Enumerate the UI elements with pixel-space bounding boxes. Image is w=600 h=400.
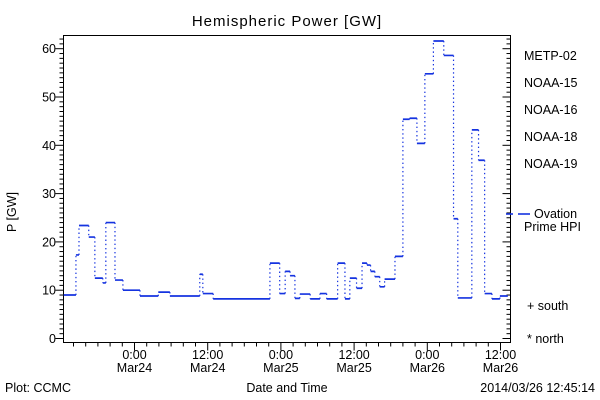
- legend-item-noaa16: NOAA-16: [524, 103, 578, 117]
- x-tick-time: 12:00: [485, 348, 516, 362]
- model-legend: Ovation Prime HPI: [506, 207, 581, 234]
- legend-model-line2: Prime HPI: [524, 220, 581, 234]
- y-axis-labels: 0 10 20 30 40 50 60: [42, 42, 56, 346]
- legend-model-line1: Ovation: [534, 207, 577, 221]
- x-tick-date: Mar25: [336, 361, 371, 375]
- y-tick-label: 60: [42, 42, 56, 56]
- x-axis-title: Date and Time: [246, 381, 327, 395]
- chart-title: Hemispheric Power [GW]: [192, 13, 382, 30]
- x-tick-date: Mar26: [410, 361, 445, 375]
- legend-item-noaa18: NOAA-18: [524, 130, 578, 144]
- y-tick-label: 20: [42, 235, 56, 249]
- x-tick-date: Mar26: [483, 361, 518, 375]
- footer: Plot: CCMC Date and Time 2014/03/26 12:4…: [5, 381, 595, 395]
- legend-south-marker: + south: [527, 299, 568, 313]
- hpi-step-line: [63, 40, 508, 300]
- x-tick-time: 12:00: [338, 348, 369, 362]
- hemisphere-legend: + south * north: [527, 299, 568, 346]
- y-axis-ticks: [55, 38, 511, 339]
- y-tick-label: 30: [42, 187, 56, 201]
- plot-source-label: Plot: CCMC: [5, 381, 71, 395]
- legend-item-noaa19: NOAA-19: [524, 157, 578, 171]
- x-tick-date: Mar25: [263, 361, 298, 375]
- x-axis-ticks: [73, 342, 501, 351]
- x-axis-labels: 0:00 Mar24 12:00 Mar24 0:00 Mar25 12:00 …: [117, 348, 518, 375]
- x-tick-date: Mar24: [190, 361, 225, 375]
- y-axis-title: P [GW]: [5, 192, 19, 232]
- step-line-horizontals: [63, 40, 508, 300]
- satellite-legend: METP-02 NOAA-15 NOAA-16 NOAA-18 NOAA-19: [524, 49, 578, 171]
- y-tick-label: 10: [42, 284, 56, 298]
- legend-north-marker: * north: [527, 332, 564, 346]
- legend-item-metp02: METP-02: [524, 49, 577, 63]
- legend-item-noaa15: NOAA-15: [524, 76, 578, 90]
- y-tick-label: 0: [49, 332, 56, 346]
- x-tick-time: 12:00: [192, 348, 223, 362]
- x-tick-time: 0:00: [269, 348, 293, 362]
- generation-timestamp: 2014/03/26 12:45:14: [480, 381, 595, 395]
- x-tick-time: 0:00: [415, 348, 439, 362]
- y-tick-label: 50: [42, 91, 56, 105]
- step-line-verticals: [75, 40, 501, 299]
- plot-frame: [63, 35, 511, 343]
- y-tick-label: 40: [42, 139, 56, 153]
- x-tick-time: 0:00: [122, 348, 146, 362]
- x-tick-date: Mar24: [117, 361, 152, 375]
